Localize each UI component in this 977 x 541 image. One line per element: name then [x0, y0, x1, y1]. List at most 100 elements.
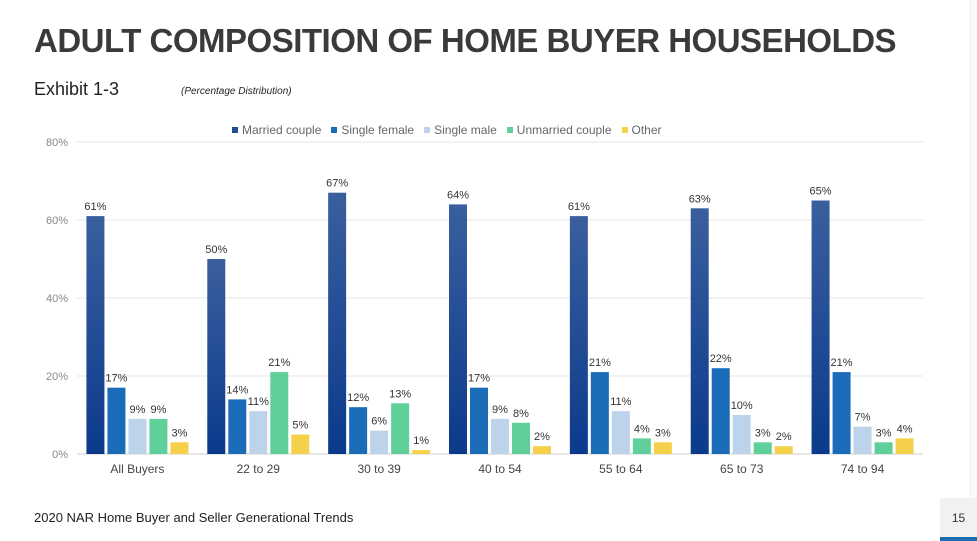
bar — [512, 422, 530, 454]
legend-label: Married couple — [242, 123, 322, 137]
bar — [449, 204, 467, 454]
bar — [653, 442, 672, 454]
x-tick-label: 22 to 29 — [237, 462, 281, 476]
bar — [470, 387, 488, 454]
y-tick-label: 80% — [46, 137, 68, 149]
data-label: 9% — [150, 404, 166, 416]
legend-swatch — [506, 127, 513, 133]
data-label: 21% — [831, 357, 853, 369]
legend-item: Unmarried couple — [506, 123, 612, 137]
data-label: 4% — [897, 423, 913, 435]
bar — [611, 411, 630, 454]
bar — [328, 192, 347, 454]
slide-edge — [970, 0, 977, 498]
bar — [270, 372, 289, 454]
data-label: 12% — [347, 392, 369, 404]
chart-legend: Married couple Single female Single male Un… — [232, 123, 662, 137]
page-number: 15 — [940, 498, 977, 541]
bar — [774, 446, 793, 454]
data-label: 64% — [447, 189, 469, 201]
bar — [832, 372, 851, 454]
legend-item: Married couple — [232, 123, 321, 137]
bar — [590, 372, 609, 454]
legend-item: Other — [621, 123, 662, 137]
data-label: 22% — [710, 353, 732, 365]
data-label: 65% — [810, 186, 832, 198]
x-tick-label: 55 to 64 — [599, 462, 643, 476]
bar — [895, 438, 914, 454]
legend-item: Single male — [424, 123, 497, 137]
bar — [249, 411, 268, 454]
y-tick-label: 20% — [46, 371, 68, 383]
data-label: 11% — [248, 396, 269, 408]
bar — [732, 415, 751, 454]
data-label: 21% — [589, 357, 611, 369]
data-label: 9% — [129, 404, 145, 416]
data-label: 10% — [731, 400, 753, 412]
legend-label: Single male — [434, 123, 497, 137]
legend-label: Single female — [341, 123, 415, 137]
legend-label: Unmarried couple — [516, 123, 612, 137]
data-label: 3% — [171, 427, 187, 439]
data-label: 2% — [776, 431, 792, 443]
bar — [569, 216, 588, 454]
data-label: 3% — [755, 427, 771, 439]
bar — [811, 200, 830, 454]
y-tick-label: 40% — [46, 293, 68, 305]
data-label: 14% — [226, 384, 248, 396]
data-label: 4% — [634, 423, 650, 435]
data-label: 50% — [205, 244, 227, 256]
data-label: 61% — [84, 201, 106, 213]
data-label: 2% — [534, 431, 550, 443]
bar — [291, 434, 310, 454]
legend-swatch — [424, 127, 431, 133]
bar — [349, 407, 368, 454]
bar — [753, 442, 772, 454]
data-label: 67% — [326, 178, 348, 190]
data-label: 8% — [513, 408, 529, 420]
bar — [228, 399, 247, 454]
bar — [491, 418, 509, 454]
bar — [86, 216, 105, 454]
x-tick-label: 30 to 39 — [357, 462, 401, 476]
legend-item: Single female — [331, 123, 414, 137]
data-label: 61% — [568, 201, 590, 213]
data-label: 1% — [413, 435, 429, 447]
x-tick-label: All Buyers — [110, 462, 164, 476]
legend-swatch — [232, 127, 238, 133]
legend-swatch — [621, 127, 628, 133]
bar — [412, 450, 431, 454]
data-label: 6% — [371, 416, 387, 428]
data-label: 3% — [655, 427, 671, 439]
data-label: 21% — [268, 357, 290, 369]
data-label: 9% — [492, 404, 508, 416]
bar — [533, 446, 551, 454]
bar — [690, 208, 709, 454]
bar — [207, 259, 226, 454]
bar — [107, 387, 126, 454]
page-title: ADULT COMPOSITION OF HOME BUYER HOUSEHOL… — [34, 22, 897, 59]
y-tick-label: 60% — [46, 215, 68, 227]
data-label: 13% — [389, 388, 411, 400]
data-label: 63% — [689, 193, 711, 205]
bar — [391, 403, 410, 454]
chart-subtitle: (Percentage Distribution) — [181, 86, 292, 97]
data-label: 5% — [292, 420, 308, 432]
bar — [149, 418, 168, 454]
bar — [632, 438, 651, 454]
data-label: 3% — [876, 427, 892, 439]
legend-swatch — [331, 127, 338, 133]
bar — [853, 426, 872, 454]
footer-source: 2020 NAR Home Buyer and Seller Generatio… — [34, 510, 354, 525]
bar — [874, 442, 893, 454]
bar — [711, 368, 730, 454]
exhibit-label: Exhibit 1-3 — [34, 79, 120, 99]
y-tick-label: 0% — [52, 449, 68, 461]
data-label: 11% — [610, 396, 631, 408]
data-label: 7% — [855, 412, 871, 424]
bar — [128, 418, 147, 454]
bar-chart: 0% 20% 40% 60% 80% 61% 17% 9% 9% 3% All Buyers 50% 1… — [46, 137, 923, 476]
x-tick-label: 65 to 73 — [720, 462, 764, 476]
data-label: 17% — [468, 373, 490, 385]
x-tick-label: 74 to 94 — [841, 462, 885, 476]
